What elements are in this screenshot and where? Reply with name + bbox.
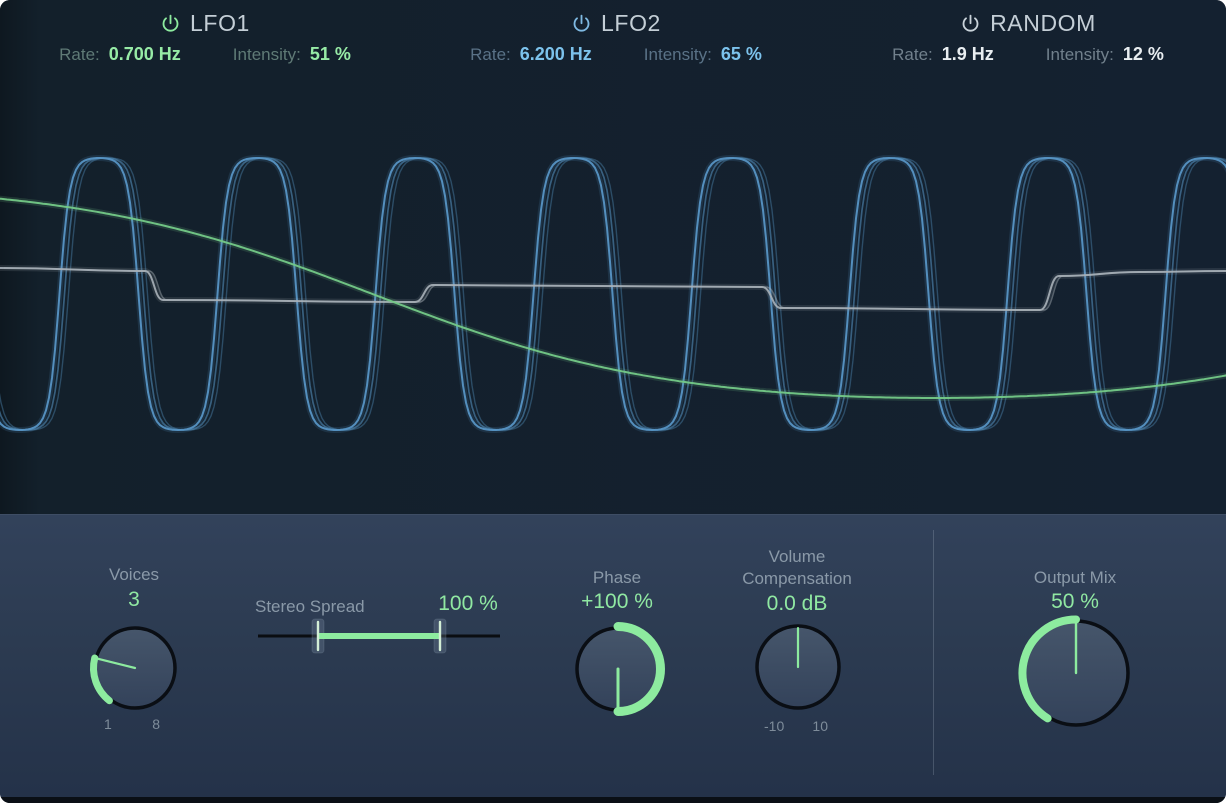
lfo2-rate: Rate: 6.200 Hz xyxy=(470,44,592,65)
voices-tick-min: 1 xyxy=(104,716,112,732)
output-mix-label: Output Mix xyxy=(1033,568,1117,587)
lfo1-rate: Rate: 0.700 Hz xyxy=(59,44,181,65)
random-rate-label: Rate: xyxy=(892,45,933,64)
modulation-display: LFO1 Rate: 0.700 Hz Intensity: 51 % LFO2 xyxy=(0,0,1226,514)
lfo2-intensity: Intensity: 65 % xyxy=(644,44,762,65)
lfo2-power-icon[interactable] xyxy=(571,13,592,34)
lfo1-rate-label: Rate: xyxy=(59,45,100,64)
stereo-spread-label: Stereo Spread xyxy=(255,597,365,616)
phase-value[interactable]: +100 % xyxy=(581,590,653,613)
lfo2-intensity-label: Intensity: xyxy=(643,45,712,64)
random-rate: Rate: 1.9 Hz xyxy=(892,44,994,65)
volume-compensation-label-line1: Volume xyxy=(768,547,826,566)
stereo-spread-value[interactable]: 100 % xyxy=(438,592,498,615)
section-random: RANDOM Rate: 1.9 Hz Intensity: 12 % xyxy=(848,10,1208,65)
volume-compensation-ticks: -10 10 xyxy=(764,718,828,734)
lfo2-intensity-value[interactable]: 65 % xyxy=(720,44,762,64)
volume-compensation-tick-min: -10 xyxy=(764,718,785,734)
panel-divider xyxy=(933,530,934,775)
lfo1-intensity-value[interactable]: 51 % xyxy=(309,44,351,64)
volume-compensation-label-line2: Compensation xyxy=(742,569,852,588)
section-lfo1: LFO1 Rate: 0.700 Hz Intensity: 51 % xyxy=(25,10,385,65)
random-intensity-label: Intensity: xyxy=(1045,45,1114,64)
lfo2-rate-label: Rate: xyxy=(470,45,511,64)
lfo1-title: LFO1 xyxy=(190,9,250,36)
voices-tick-max: 8 xyxy=(152,716,160,732)
volume-compensation-value[interactable]: 0.0 dB xyxy=(766,592,828,615)
phase-knob[interactable] xyxy=(567,618,669,720)
lfo2-title: LFO2 xyxy=(601,9,661,36)
random-rate-value[interactable]: 1.9 Hz xyxy=(941,44,994,64)
lfo2-rate-value[interactable]: 6.200 Hz xyxy=(519,44,592,64)
lfo1-power-icon[interactable] xyxy=(160,13,181,34)
stereo-spread-slider[interactable] xyxy=(255,617,503,657)
output-mix-knob[interactable] xyxy=(1014,611,1138,735)
output-mix-value[interactable]: 50 % xyxy=(1051,590,1099,613)
voices-knob[interactable] xyxy=(85,618,185,718)
window-bottom-edge xyxy=(0,797,1226,803)
voices-value[interactable]: 3 xyxy=(128,588,140,611)
volume-compensation-knob[interactable] xyxy=(747,616,849,718)
random-intensity: Intensity: 12 % xyxy=(1046,44,1164,65)
lfo1-intensity: Intensity: 51 % xyxy=(233,44,351,65)
waveform-scope xyxy=(0,155,1226,433)
random-intensity-value[interactable]: 12 % xyxy=(1122,44,1164,64)
phase-label: Phase xyxy=(592,568,642,587)
volume-compensation-tick-max: 10 xyxy=(812,718,828,734)
control-panel: Voices 3 1 8 Stereo Spread 100 % Phase +… xyxy=(0,514,1226,797)
lfo1-intensity-label: Intensity: xyxy=(232,45,301,64)
voices-label: Voices xyxy=(108,565,160,584)
voices-ticks: 1 8 xyxy=(104,716,160,732)
random-power-icon[interactable] xyxy=(960,13,981,34)
random-title: RANDOM xyxy=(990,9,1096,36)
lfo1-rate-value[interactable]: 0.700 Hz xyxy=(108,44,181,64)
section-lfo2: LFO2 Rate: 6.200 Hz Intensity: 65 % xyxy=(436,10,796,65)
